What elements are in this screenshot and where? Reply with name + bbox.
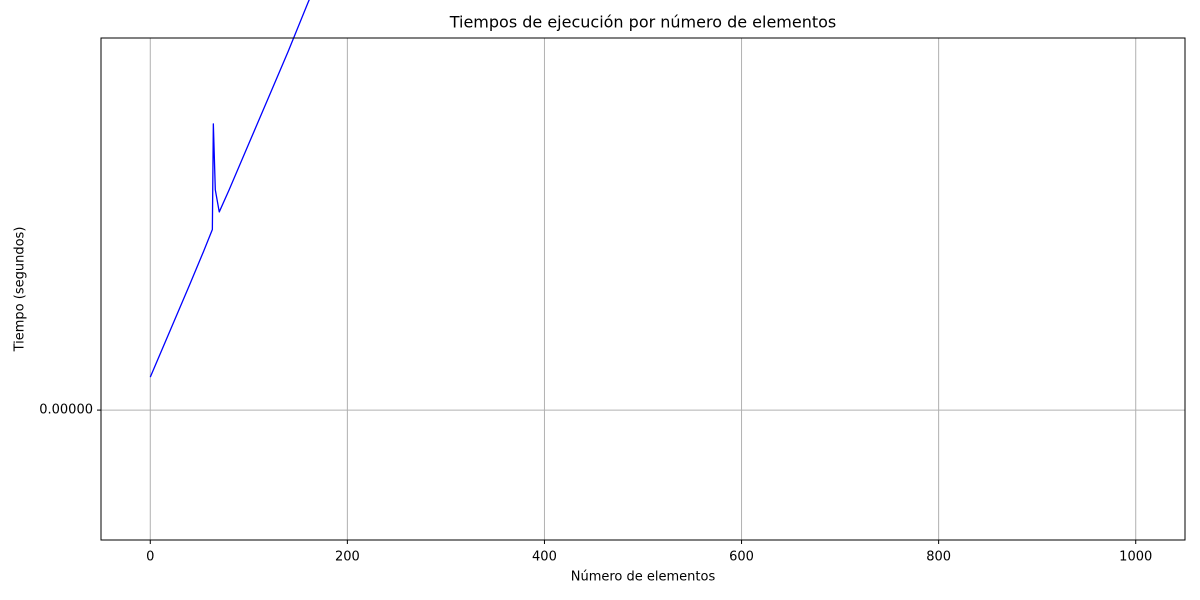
x-axis-label: Número de elementos [571, 570, 716, 585]
y-tick-label: 0.00000 [39, 403, 93, 418]
x-tick-label: 800 [926, 550, 951, 565]
x-tick-label: 200 [335, 550, 360, 565]
plot-frame [100, 37, 1186, 541]
x-tick-label: 1000 [1119, 550, 1152, 565]
x-tick-label: 400 [532, 550, 557, 565]
chart-title: Tiempos de ejecución por número de eleme… [449, 13, 837, 32]
y-axis-label: Tiempo (segundos) [13, 227, 28, 353]
x-tick-label: 600 [729, 550, 754, 565]
x-tick-label: 0 [146, 550, 154, 565]
